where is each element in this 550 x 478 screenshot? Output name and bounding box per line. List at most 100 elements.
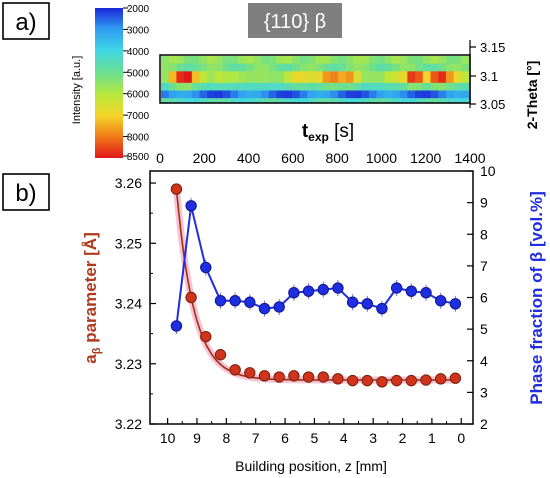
heatmap-cell xyxy=(176,59,185,65)
heatmap-cell xyxy=(291,98,301,103)
heatmap-cell xyxy=(238,63,247,68)
heatmap-cell xyxy=(307,63,316,68)
heatmap-cell xyxy=(299,94,308,99)
heatmap-cell xyxy=(245,56,254,61)
heatmap-cell xyxy=(245,82,254,88)
heatmap-cell xyxy=(338,56,347,61)
heatmap-cell xyxy=(338,94,347,99)
heatmap-cell xyxy=(338,86,347,91)
heatmap-cell xyxy=(222,86,231,91)
heatmap-y-tick-label: 3.05 xyxy=(480,97,505,112)
heatmap-cell xyxy=(238,86,247,91)
phase-fraction-point xyxy=(200,261,212,274)
heatmap-cell xyxy=(191,67,200,72)
heatmap-cell xyxy=(338,98,347,103)
heatmap-cell xyxy=(307,94,316,99)
heatmap-cell xyxy=(268,59,277,65)
heatmap-cell xyxy=(184,82,193,88)
heatmap-cell xyxy=(345,86,354,91)
heatmap-cell xyxy=(276,86,285,91)
heatmap-cell xyxy=(168,75,177,80)
heatmap-cell xyxy=(376,90,385,95)
heatmap-cell xyxy=(207,63,216,68)
heatmap-cell xyxy=(384,94,393,99)
heatmap-cell xyxy=(368,90,378,95)
heatmap-cell xyxy=(199,56,208,61)
heatmap-cell xyxy=(461,75,470,80)
heatmap-cell xyxy=(453,86,462,91)
heatmap-cell xyxy=(268,56,277,61)
heatmap-cell xyxy=(392,71,401,76)
heatmap-cell xyxy=(399,59,408,65)
x-tick-label: 7 xyxy=(252,430,260,446)
heatmap-cell xyxy=(214,71,224,76)
heatmap-cell xyxy=(330,71,339,76)
heatmap-cell xyxy=(184,67,193,72)
heatmap-cell xyxy=(338,63,347,68)
heatmap-cell xyxy=(322,82,331,88)
heatmap-cell xyxy=(253,82,262,88)
heatmap-cell xyxy=(384,71,393,76)
heatmap-cell xyxy=(453,71,462,76)
heatmap-cell xyxy=(438,82,447,88)
phase-fraction-point xyxy=(229,294,241,307)
heatmap-cell xyxy=(184,79,193,84)
heatmap-cell xyxy=(214,79,224,84)
heatmap-cell xyxy=(253,63,262,68)
heatmap-cell xyxy=(407,75,416,80)
heatmap-cell xyxy=(222,98,231,103)
heatmap-cell xyxy=(299,86,308,91)
heatmap-cell xyxy=(407,82,416,88)
heatmap-cell xyxy=(368,63,378,68)
left-y-tick-label: 3.25 xyxy=(115,235,142,251)
heatmap-cell xyxy=(430,98,439,103)
heatmap-cell xyxy=(168,90,177,95)
panel-b: b) 0 200 400 600 800 1000 1200 1400 3.223.233.2… xyxy=(2,150,546,474)
heatmap-cell xyxy=(261,59,270,65)
heatmap-cell xyxy=(184,75,193,80)
heatmap-cell xyxy=(161,63,170,68)
heatmap-cell xyxy=(376,63,385,68)
heatmap-cell xyxy=(392,98,401,103)
heatmap-cell xyxy=(214,98,224,103)
heatmap-cell xyxy=(392,79,401,84)
heatmap-cell xyxy=(207,94,216,99)
heatmap-cell xyxy=(330,82,339,88)
heatmap-cell xyxy=(376,98,385,103)
heatmap-cell xyxy=(353,71,362,76)
heatmap-cell xyxy=(168,59,177,65)
heatmap-cell xyxy=(415,98,424,103)
heatmap-cell xyxy=(407,71,416,76)
heatmap-cell xyxy=(230,67,239,72)
x-tick-label: 0 xyxy=(457,430,465,446)
panel-b-label: b) xyxy=(15,180,36,207)
phase-fraction-point xyxy=(244,296,256,308)
heatmap-cell xyxy=(438,90,447,95)
x-tick-label: 1 xyxy=(428,430,436,446)
heatmap-cell xyxy=(222,59,231,65)
heatmap-cell xyxy=(353,75,362,80)
heatmap-cell xyxy=(245,63,254,68)
heatmap-cell xyxy=(184,59,193,65)
heatmap-cell xyxy=(222,63,231,68)
heatmap-cell xyxy=(361,71,370,76)
heatmap-cell xyxy=(199,86,208,91)
heatmap-cell xyxy=(161,75,170,80)
x-tick-label: 2 xyxy=(399,430,407,446)
heatmap-cell xyxy=(422,79,431,84)
heatmap-cell xyxy=(392,94,401,99)
right-y-tick-label: 7 xyxy=(480,258,488,274)
heatmap-cell xyxy=(430,90,439,95)
heatmap-cell xyxy=(307,98,316,103)
heatmap-cell xyxy=(161,90,170,95)
a-beta-point xyxy=(288,370,300,382)
heatmap-cell xyxy=(238,94,247,99)
heatmap-cell xyxy=(191,98,200,103)
colorbar-tick-label: 6000 xyxy=(127,90,150,101)
heatmap-cell xyxy=(430,56,439,61)
heatmap-cell xyxy=(399,98,408,103)
heatmap-cell xyxy=(245,71,254,76)
heatmap-cell xyxy=(284,59,293,65)
heatmap-cell xyxy=(445,79,455,84)
heatmap-cell xyxy=(245,86,254,91)
